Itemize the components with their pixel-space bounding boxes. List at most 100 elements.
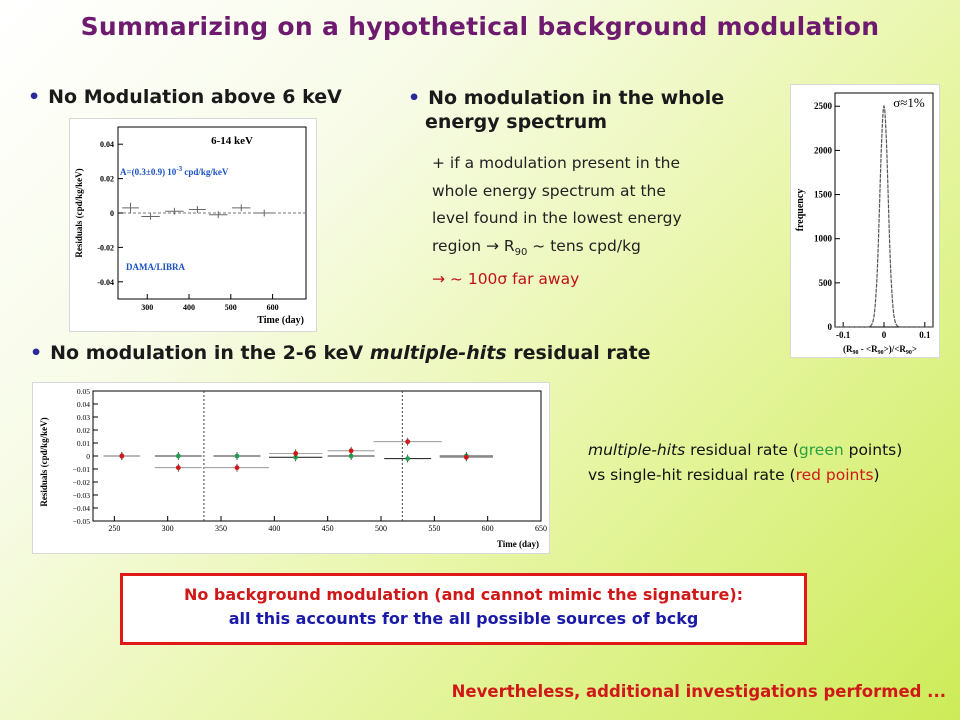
- y-tick-label: 0: [110, 209, 114, 218]
- bullet-dot-icon: •: [28, 86, 41, 108]
- note-red-word: red points: [795, 466, 874, 484]
- data-point-green: [405, 456, 411, 461]
- chart-frequency-panel: 0 500 1000 1500 2000 2500 -0.1 0 0.1 σ≈1% frequenc…: [790, 84, 940, 358]
- plot-frame: [117, 126, 307, 300]
- bullet-text-italic: multiple-hits: [369, 342, 507, 364]
- x-tick-label: 300: [141, 303, 153, 312]
- data-point-red: [463, 454, 469, 460]
- chart-6-14kev-panel: 0.04 0.02 0 -0.02 -0.04 300 400 500 600 6-14 keV A…: [69, 118, 317, 332]
- x-tick-label: -0.1: [836, 330, 851, 340]
- note-line: level found in the lowest energy: [432, 209, 682, 227]
- gaussian-peak: [835, 104, 933, 328]
- data-point-red: [348, 448, 354, 454]
- x-tick-label: 300: [162, 524, 174, 533]
- data-point-green: [234, 453, 240, 459]
- x-tick-label: 650: [535, 524, 547, 533]
- y-tick-label: 0.04: [77, 400, 90, 409]
- note-line-r90: region → R90 ~ tens cpd/kg: [432, 233, 732, 267]
- x-tick-label: 600: [482, 524, 494, 533]
- bullet-text: No Modulation above 6 keV: [48, 86, 342, 108]
- data-point-red: [405, 439, 411, 445]
- data-point-red: [234, 465, 240, 471]
- y-tick-label: 1000: [814, 234, 833, 244]
- note-green-word: green: [798, 441, 844, 459]
- bullet-text-line2: energy spectrum: [425, 111, 608, 133]
- x-tick-label: 500: [375, 524, 387, 533]
- y-tick-label: 0.04: [100, 140, 114, 149]
- chart-multiple-hits-svg: 0.05 0.04 0.03 0.02 0.01 0 −0.01 −0.02 −0.03 −0.0…: [39, 387, 547, 549]
- note-text: ~ tens cpd/kg: [527, 236, 641, 255]
- y-tick-label: 0.02: [100, 175, 114, 184]
- y-tick-label: −0.04: [73, 504, 91, 513]
- note-text: ): [873, 466, 880, 484]
- bullet-no-modulation-above-6kev: • No Modulation above 6 keV: [28, 86, 342, 108]
- x-tick-label: 550: [428, 524, 440, 533]
- footer-note: Nevertheless, additional investigations …: [451, 682, 946, 701]
- x-tick-label: 250: [108, 524, 120, 533]
- data-point-red: [293, 451, 299, 456]
- y-tick-label: 0.02: [77, 426, 90, 435]
- chart-6-14kev-svg: 0.04 0.02 0 -0.02 -0.04 300 400 500 600 6-14 keV A…: [74, 126, 307, 326]
- plot-frame: [834, 92, 934, 328]
- conclusion-line2: all this accounts for the all possible s…: [228, 609, 699, 628]
- bullet-no-modulation-whole-spectrum: • No modulation in the whole energy spect…: [408, 86, 724, 134]
- y-tick-label: −0.03: [73, 491, 91, 500]
- x-tick-label: 0: [882, 330, 887, 340]
- y-tick-label: -0.02: [97, 243, 114, 252]
- data-point-red: [175, 465, 181, 471]
- note-text: residual rate (: [685, 441, 799, 459]
- note-line-conclusion: → ~ 100σ far away: [432, 270, 580, 289]
- y-tick-label: 500: [819, 278, 833, 288]
- annotation-sigma: σ≈1%: [893, 95, 925, 110]
- chart-multiple-hits-panel: 0.05 0.04 0.03 0.02 0.01 0 −0.01 −0.02 −0.03 −0.0…: [32, 382, 550, 554]
- x-axis-label: (R90 - <R90>)/<R90>: [843, 344, 917, 356]
- bullet-dot-icon: •: [30, 342, 43, 364]
- y-tick-label: 1500: [814, 190, 833, 200]
- annotation-amplitude: A=(0.3±0.9) 10-3 cpd/kg/keV: [120, 165, 229, 177]
- y-tick-label: −0.02: [73, 478, 91, 487]
- x-tick-label: 0.1: [919, 330, 931, 340]
- x-tick-label: 450: [322, 524, 334, 533]
- y-tick-label: 0: [828, 322, 833, 332]
- note-subscript: 90: [514, 246, 528, 258]
- note-line: whole energy spectrum at the: [432, 181, 666, 200]
- x-tick-label: 350: [215, 524, 227, 533]
- y-tick-label: 0: [86, 452, 90, 461]
- y-axis-label: Residuals (cpd/kg/keV): [39, 417, 49, 506]
- conclusion-box: No background modulation (and cannot mim…: [120, 573, 807, 645]
- chart-title: 6-14 keV: [211, 135, 253, 147]
- x-tick-label: 400: [183, 303, 195, 312]
- bullet-text-prefix: No modulation in the 2-6 keV: [50, 342, 370, 364]
- conclusion-line1: No background modulation (and cannot mim…: [183, 585, 744, 604]
- x-axis-label: Time (day): [497, 539, 539, 549]
- bullet-dot-icon: •: [408, 87, 421, 109]
- x-tick-label: 600: [267, 303, 279, 312]
- y-axis-label: Residuals (cpd/kg/keV): [74, 168, 84, 257]
- bullet-text-suffix: residual rate: [506, 342, 651, 364]
- y-tick-label: 0.05: [77, 387, 90, 396]
- y-tick-label: -0.04: [97, 278, 114, 287]
- note-line: + if a modulation present in the: [432, 154, 681, 172]
- y-axis-label: frequency: [795, 189, 806, 232]
- annotation-dama-libra: DAMA/LIBRA: [126, 262, 186, 272]
- note-text: points) vs single-hit residual rate (: [588, 441, 903, 484]
- y-tick-label: 2000: [814, 145, 833, 155]
- x-tick-label: 400: [268, 524, 280, 533]
- note-italic: multiple-hits: [588, 441, 686, 459]
- x-axis-label: Time (day): [257, 315, 304, 326]
- y-tick-label: 0.03: [77, 413, 90, 422]
- y-tick-label: 2500: [814, 101, 833, 111]
- note-multiple-hits: multiple-hits residual rate (green point…: [588, 438, 908, 488]
- page-title: Summarizing on a hypothetical background…: [80, 12, 880, 41]
- note-spectrum: + if a modulation present in the whole e…: [432, 150, 732, 294]
- y-tick-label: −0.01: [73, 465, 91, 474]
- y-tick-label: −0.05: [73, 517, 91, 526]
- x-tick-label: 500: [225, 303, 237, 312]
- note-text: region → R: [432, 236, 515, 255]
- y-tick-label: 0.01: [77, 439, 90, 448]
- bullet-no-modulation-multiple-hits: • No modulation in the 2-6 keV multiple-h…: [30, 342, 651, 364]
- bullet-text-line1: No modulation in the whole: [428, 87, 725, 109]
- data-point-green: [348, 453, 354, 459]
- data-point-red: [119, 453, 125, 459]
